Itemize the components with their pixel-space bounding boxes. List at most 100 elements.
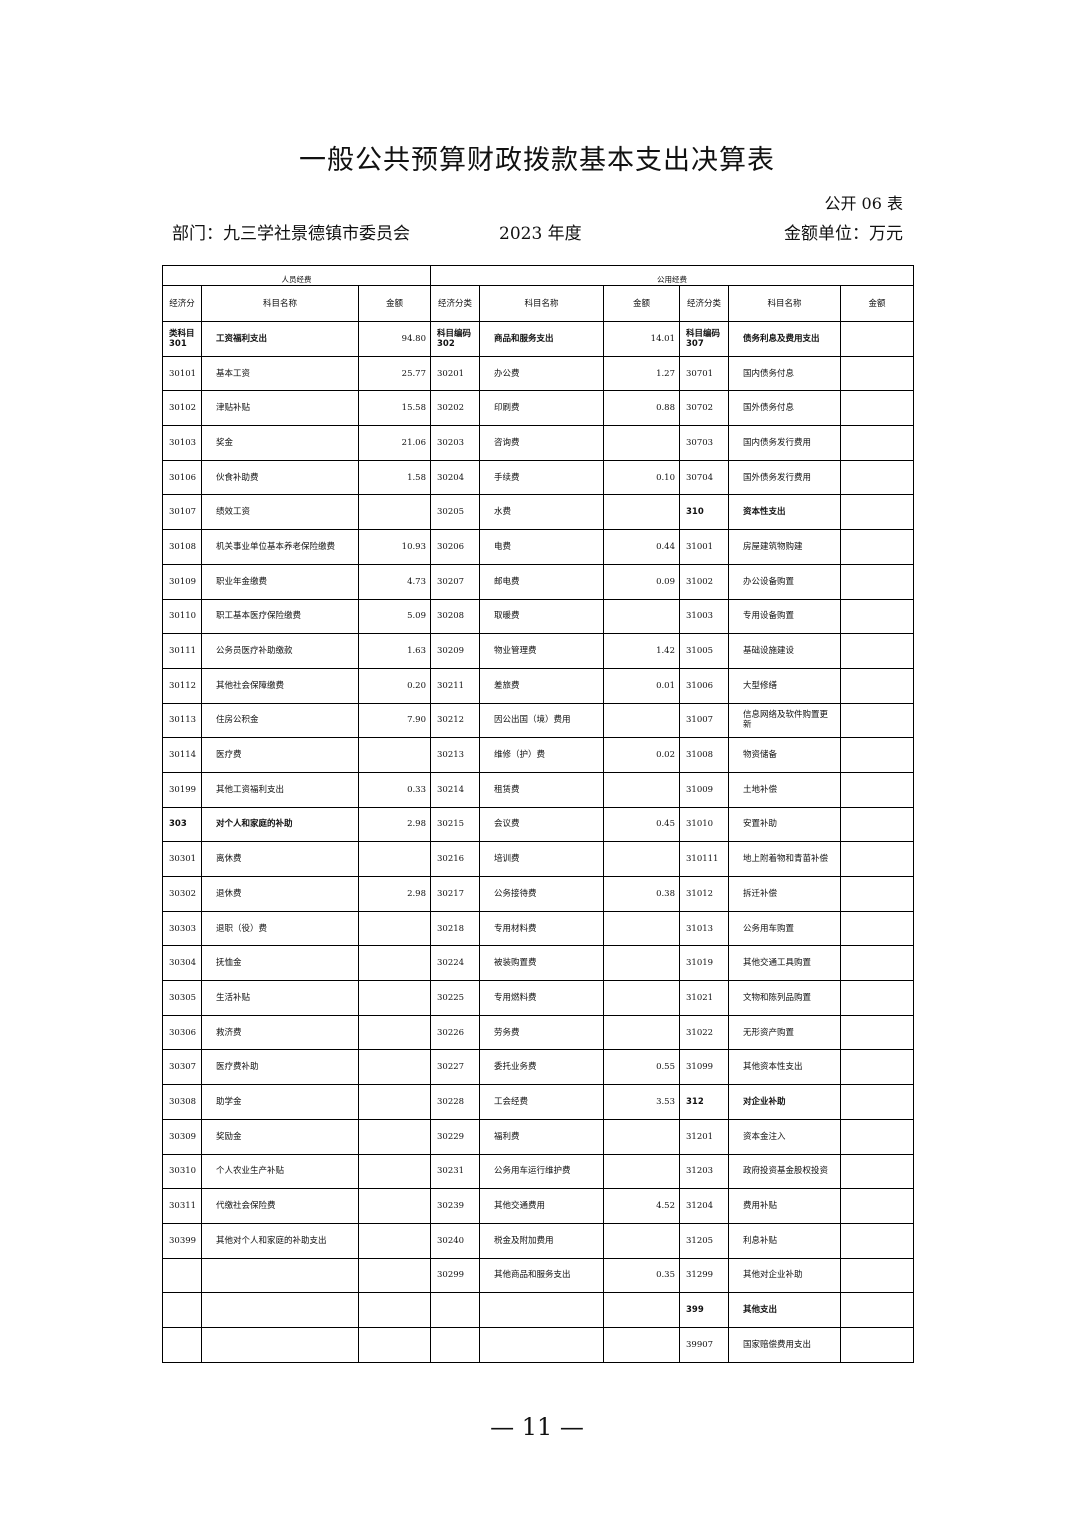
data-row: 30306 救济费 30226 劳务费 31022 无形资产购置 bbox=[162, 1014, 914, 1051]
code-cell: 30214 bbox=[430, 771, 480, 808]
code-cell bbox=[162, 1326, 202, 1363]
name-cell: 其他商品和服务支出 bbox=[479, 1257, 604, 1294]
code-cell: 31009 bbox=[679, 771, 729, 808]
name-cell: 培训费 bbox=[479, 841, 604, 877]
amount-cell bbox=[840, 425, 914, 461]
amount-cell: 1.63 bbox=[358, 633, 431, 669]
code-cell: 31002 bbox=[679, 563, 729, 600]
name-cell bbox=[201, 1292, 359, 1328]
amount-cell bbox=[840, 598, 914, 635]
code-cell: 30101 bbox=[162, 355, 202, 392]
code-cell: 31205 bbox=[679, 1222, 729, 1259]
name-cell: 专用材料费 bbox=[479, 910, 604, 947]
name-cell: 取暖费 bbox=[479, 598, 604, 635]
group-row: 人员经费 公用经费 bbox=[162, 265, 914, 286]
name-cell: 国家赔偿费用支出 bbox=[728, 1326, 841, 1363]
data-row: 30304 抚恤金 30224 被装购置费 31019 其他交通工具购置 bbox=[162, 945, 914, 982]
name-cell: 医疗费 bbox=[201, 737, 359, 773]
name-cell: 个人农业生产补贴 bbox=[201, 1153, 359, 1190]
name-cell: 大型修缮 bbox=[728, 667, 841, 704]
code-cell: 30231 bbox=[430, 1153, 480, 1190]
amount-cell bbox=[840, 702, 914, 739]
name-cell: 公务用车运行维护费 bbox=[479, 1153, 604, 1190]
data-row: 30109 职业年金缴费 4.73 30207 邮电费 0.09 31002 办公设备购置 bbox=[162, 563, 914, 600]
amount-cell: 1.42 bbox=[603, 633, 680, 669]
name-cell: 对个人和家庭的补助 bbox=[201, 806, 359, 843]
name-cell: 劳务费 bbox=[479, 1014, 604, 1051]
code-cell: 30209 bbox=[430, 633, 480, 669]
amount-cell bbox=[358, 1084, 431, 1120]
amount-cell: 2.98 bbox=[358, 876, 431, 912]
amount-cell bbox=[840, 876, 914, 912]
column-header: 科目名称 bbox=[728, 285, 841, 322]
header-row: 经济分 科目名称 金额 经济分类 科目名称 金额 经济分类 科目名称 金额 bbox=[162, 285, 914, 322]
code-cell: 30109 bbox=[162, 563, 202, 600]
name-cell: 职业年金缴费 bbox=[201, 563, 359, 600]
amount-cell bbox=[603, 494, 680, 531]
amount-cell bbox=[840, 1188, 914, 1224]
name-cell: 其他对企业补助 bbox=[728, 1257, 841, 1294]
name-cell: 房屋建筑物购建 bbox=[728, 529, 841, 565]
amount-cell bbox=[840, 321, 914, 357]
name-cell: 其他对个人和家庭的补助支出 bbox=[201, 1222, 359, 1259]
code-cell: 30218 bbox=[430, 910, 480, 947]
name-cell: 其他资本性支出 bbox=[728, 1049, 841, 1086]
name-cell: 办公费 bbox=[479, 355, 604, 392]
code-cell: 399 bbox=[679, 1292, 729, 1328]
amount-cell bbox=[358, 980, 431, 1016]
code-cell: 30302 bbox=[162, 876, 202, 912]
data-row: 30302 退休费 2.98 30217 公务接待费 0.38 31012 拆迁补偿 bbox=[162, 876, 914, 912]
name-cell: 退休费 bbox=[201, 876, 359, 912]
name-cell: 税金及附加费用 bbox=[479, 1222, 604, 1259]
amount-cell bbox=[603, 841, 680, 877]
code-cell: 31021 bbox=[679, 980, 729, 1016]
amount-cell bbox=[840, 1257, 914, 1294]
code-cell: 30225 bbox=[430, 980, 480, 1016]
amount-cell bbox=[840, 1153, 914, 1190]
code-cell: 31005 bbox=[679, 633, 729, 669]
column-header: 经济分类 bbox=[679, 285, 729, 322]
code-cell: 31003 bbox=[679, 598, 729, 635]
amount-cell: 4.73 bbox=[358, 563, 431, 600]
amount-cell bbox=[840, 1326, 914, 1363]
code-cell: 30239 bbox=[430, 1188, 480, 1224]
amount-cell: 2.98 bbox=[358, 806, 431, 843]
amount-cell: 0.88 bbox=[603, 390, 680, 427]
code-cell: 30701 bbox=[679, 355, 729, 392]
amount-cell bbox=[358, 1222, 431, 1259]
name-cell: 奖励金 bbox=[201, 1118, 359, 1155]
amount-cell bbox=[358, 494, 431, 531]
name-cell: 办公设备购置 bbox=[728, 563, 841, 600]
name-cell: 国内债务发行费用 bbox=[728, 425, 841, 461]
amount-cell bbox=[358, 1118, 431, 1155]
data-row: 30299 其他商品和服务支出 0.35 31299 其他对企业补助 bbox=[162, 1257, 914, 1294]
data-row: 30113 住房公积金 7.90 30212 因公出国（境）费用 31007 信息网络及软件… bbox=[162, 702, 914, 739]
data-row: 30308 助学金 30228 工会经费 3.53 312 对企业补助 bbox=[162, 1084, 914, 1120]
name-cell: 工会经费 bbox=[479, 1084, 604, 1120]
code-cell: 30208 bbox=[430, 598, 480, 635]
code-cell: 31022 bbox=[679, 1014, 729, 1051]
code-cell: 30203 bbox=[430, 425, 480, 461]
data-row: 30310 个人农业生产补贴 30231 公务用车运行维护费 31203 政府投资基金股权… bbox=[162, 1153, 914, 1190]
name-cell: 福利费 bbox=[479, 1118, 604, 1155]
name-cell: 资本性支出 bbox=[728, 494, 841, 531]
name-cell: 公务员医疗补助缴款 bbox=[201, 633, 359, 669]
data-row: 39907 国家赔偿费用支出 bbox=[162, 1326, 914, 1363]
code-cell: 30106 bbox=[162, 459, 202, 496]
data-row: 303 对个人和家庭的补助 2.98 30215 会议费 0.45 31010 安置补助 bbox=[162, 806, 914, 843]
column-header: 科目名称 bbox=[201, 285, 359, 322]
amount-cell bbox=[840, 771, 914, 808]
name-cell: 基本工资 bbox=[201, 355, 359, 392]
data-row: 30108 机关事业单位基本养老保险缴费 10.93 30206 电费 0.44 31001… bbox=[162, 529, 914, 565]
code-cell: 30299 bbox=[430, 1257, 480, 1294]
data-row: 30303 退职（役）费 30218 专用材料费 31013 公务用车购置 bbox=[162, 910, 914, 947]
code-cell: 30107 bbox=[162, 494, 202, 531]
form-number: 公开 06 表 bbox=[824, 194, 903, 213]
amount-cell bbox=[358, 1049, 431, 1086]
name-cell: 生活补贴 bbox=[201, 980, 359, 1016]
amount-cell bbox=[358, 945, 431, 982]
code-cell: 30704 bbox=[679, 459, 729, 496]
amount-cell bbox=[358, 910, 431, 947]
name-cell: 邮电费 bbox=[479, 563, 604, 600]
